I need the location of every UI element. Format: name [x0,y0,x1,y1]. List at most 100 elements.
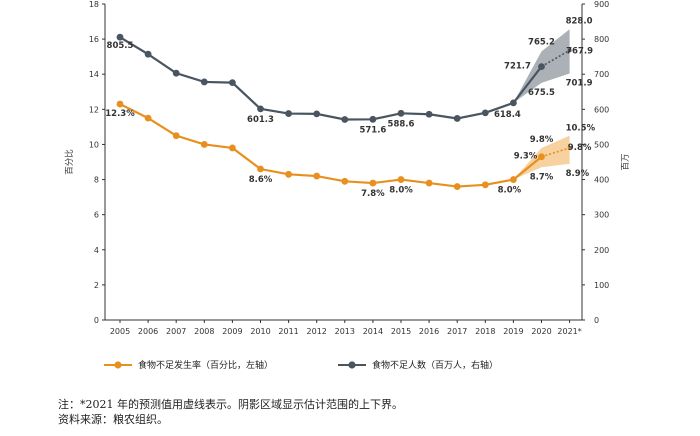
footnote-note: 注：*2021 年的预测值用虚线表示。阴影区域显示估计范围的上下界。 [58,398,403,411]
y-right-tick-label: 600 [594,105,609,114]
number-data-point [200,78,208,86]
prevalence-data-point [397,176,405,183]
legend-item-prevalence: 食物不足发生率（百分比，左轴） [104,358,273,371]
x-tick-label: 2007 [166,327,186,336]
y-right-tick-label: 400 [594,176,609,185]
prevalence-data-point [538,153,545,161]
y-right-tick-label: 300 [594,211,609,220]
data-label: 7.8% [361,189,385,199]
prevalence-data-point [313,172,321,180]
data-label: 9.8% [568,143,592,153]
prevalence-data-point [200,141,208,148]
x-tick-label: 2014 [363,327,383,336]
prevalence-projection-line [541,147,570,158]
prevalence-data-point [369,179,377,187]
y-right-tick-label: 900 [594,0,609,9]
prevalence-data-point [257,165,264,173]
number-data-point [257,105,264,113]
number-series-line [119,36,543,121]
data-label: 588.6 [388,119,415,129]
y-right-tick-label: 500 [594,140,609,149]
legend-label-number: 食物不足人数（百万人，右轴） [372,361,499,371]
number-data-point [341,116,349,123]
data-label: 8.0% [498,186,522,196]
x-tick-label: 2017 [447,327,467,336]
y-left-tick-label: 6 [94,211,99,220]
number-data-point [397,109,405,117]
x-tick-label: 2018 [475,327,495,336]
number-projection-line [541,49,570,68]
x-tick-label: 2021* [557,327,581,336]
x-tick-label: 2012 [307,327,327,336]
number-data-point [510,99,517,107]
x-tick-label: 2013 [335,327,355,336]
prevalence-data-point [285,170,292,178]
range-label: 8.7% [530,172,554,182]
legend-item-number: 食物不足人数（百万人，右轴） [338,358,498,371]
prevalence-projection-point [567,145,572,150]
x-tick-label: 2008 [194,327,214,336]
data-label: 805.5 [107,41,134,51]
range-label: 9.8% [530,135,554,145]
chart: 0 2 4 6 8 10 12 14 16 18 0 100 200 300 400 500 600 700 800… [64,0,631,336]
x-tick-label: 2011 [278,327,298,336]
data-label: 8.0% [389,186,413,196]
prevalence-data-point [116,100,124,108]
y-right-tick-label: 100 [594,281,609,290]
y-left-tick-label: 14 [89,70,99,79]
y-left-axis-title: 百分比 [64,149,75,175]
x-tick-label: 2009 [222,327,242,336]
prevalence-data-point [229,144,236,152]
range-label: 828.0 [566,16,593,26]
prevalence-data-point [453,183,461,190]
data-label: 571.6 [359,125,386,135]
data-label: 12.3% [105,109,135,119]
data-label: 8.6% [249,175,273,185]
data-label: 618.4 [494,110,521,120]
number-data-point [425,110,433,118]
number-data-point [369,115,377,123]
number-data-point [285,110,292,117]
y-left-tick-label: 0 [94,316,99,325]
number-data-point [144,50,152,58]
data-label: 9.3% [514,152,538,162]
y-left-tick-label: 2 [94,281,99,290]
prevalence-data-point [481,181,489,189]
y-right-tick-label: 800 [594,35,609,44]
prevalence-data-point [144,114,152,122]
x-tick-label: 2020 [531,327,551,336]
x-tick-label: 2015 [391,327,411,336]
x-tick-label: 2019 [503,327,523,336]
y-left-tick-label: 4 [94,246,99,255]
range-label: 765.2 [528,37,555,47]
prevalence-data-point [510,176,517,183]
y-left-tick-label: 16 [89,35,99,44]
prevalence-data-point [425,179,433,187]
data-label: 767.9 [566,46,593,56]
data-label: 601.3 [247,115,274,125]
y-right-tick-label: 200 [594,246,609,255]
number-projection-point [567,48,572,53]
number-data-point [229,79,236,87]
prevalence-series-line [119,103,543,188]
range-label: 10.5% [566,124,596,134]
prevalence-data-point [341,177,349,185]
data-label: 721.7 [504,62,531,72]
y-left-tick-label: 18 [89,0,99,9]
number-data-point [481,109,489,117]
x-tick-label: 2005 [110,327,130,336]
number-data-point [453,115,461,122]
number-data-point [313,110,321,118]
legend-swatch-prevalence [104,360,132,369]
number-data-point [116,33,124,41]
y-left-tick-label: 8 [94,176,99,185]
number-data-point [172,69,180,77]
range-label: 701.9 [566,79,593,89]
footnote-source: 资料来源：粮农组织。 [58,413,168,426]
y-right-axis-title: 百万 [621,153,631,170]
prevalence-data-point [172,132,180,140]
legend-label-prevalence: 食物不足发生率（百分比，左轴） [138,361,274,371]
y-right-tick-label: 700 [594,70,609,79]
number-data-point [538,63,545,71]
range-label: 675.5 [528,88,555,98]
